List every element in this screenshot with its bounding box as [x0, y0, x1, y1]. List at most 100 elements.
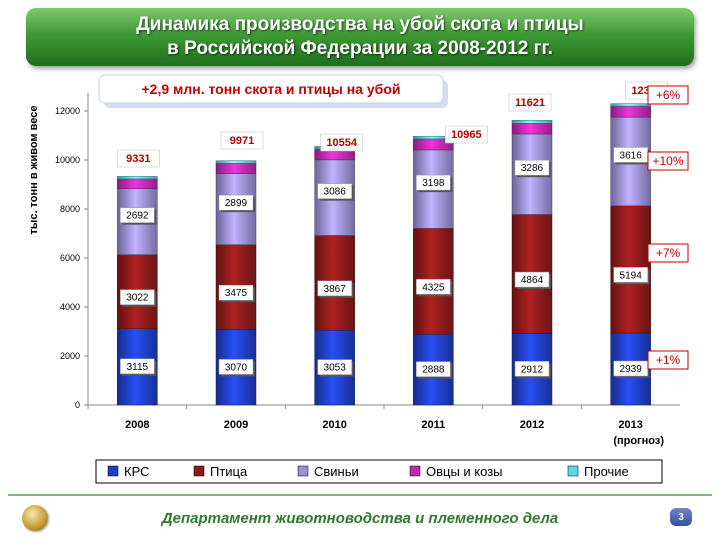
value-label-box: [514, 159, 550, 176]
value-label-box: [416, 361, 451, 377]
footer-divider: [8, 494, 712, 496]
bars: [117, 103, 651, 406]
total-label-box: [508, 93, 552, 112]
legend-swatch: [107, 465, 119, 477]
data-labels: 3115 3022 2692 9331 3070 3475 2899 9971 3053 3867…: [117, 81, 668, 379]
value-label: 2939: [620, 364, 643, 375]
bar-segment: [610, 103, 651, 107]
total-label-box: [220, 131, 264, 150]
value-label-box: [514, 271, 550, 288]
ministry-emblem-icon: [22, 505, 48, 531]
growth-cattle-label: +1%: [656, 353, 681, 367]
value-label: 4864: [521, 275, 544, 286]
value-label: 2912: [521, 364, 544, 375]
legend-label: КРС: [124, 464, 150, 479]
value-label-box: [218, 359, 254, 375]
headline-box: [98, 74, 444, 104]
bar-segment: [117, 178, 158, 189]
stacked-bar-chart: тыс. тонн в живом весе 0 2000 4000 6000 8000…: [28, 74, 689, 484]
value-label: 4325: [422, 282, 445, 293]
headline-text: +2,9 млн. тонн скота и птицы на убой: [142, 81, 401, 97]
growth-total-box: [647, 85, 689, 105]
x-tick-label: 2012: [520, 419, 544, 431]
total-label-box: [445, 125, 488, 144]
x-tick-label: 2010: [322, 419, 346, 431]
total-label: 10965: [451, 129, 482, 141]
y-tick-label: 8000: [60, 204, 80, 214]
y-tick-label: 10000: [55, 155, 80, 165]
x-tick-label: 2009: [224, 419, 248, 431]
y-tick-label: 0: [75, 400, 80, 410]
legend-label: Свиньи: [314, 464, 359, 479]
bar-segment: [215, 160, 257, 164]
y-tick-label: 6000: [60, 253, 80, 263]
bar-segment: [215, 163, 257, 174]
axes: 0 2000 4000 6000 8000 10000 12000 2008 2009 2010 2…: [55, 93, 680, 447]
value-label-box: [120, 207, 155, 223]
bar-segment: [511, 122, 553, 135]
value-label-box: [317, 183, 352, 199]
value-label: 2899: [225, 198, 248, 209]
legend-swatch: [297, 465, 309, 477]
x-tick-label: 2013: [618, 419, 642, 431]
value-label: 3867: [324, 284, 347, 295]
growth-pigs-box: [647, 151, 689, 171]
value-label-box: [317, 280, 352, 297]
value-label: 3286: [521, 163, 544, 174]
bar-segment: [511, 120, 553, 124]
value-label-box: [416, 174, 451, 191]
value-label-box: [317, 359, 352, 375]
value-label-box: [613, 267, 648, 283]
value-label: 3475: [225, 288, 248, 299]
y-tick-label: 2000: [60, 351, 80, 361]
x-tick-sublabel: (прогноз): [613, 435, 664, 447]
title-banner: Динамика производства на убой скота и пт…: [26, 8, 694, 66]
total-label: 9331: [126, 153, 150, 165]
total-label-box: [117, 149, 160, 168]
value-label: 3053: [324, 363, 347, 374]
value-label-box: [120, 289, 155, 305]
value-label: 3616: [620, 150, 643, 161]
bar-segment: [610, 105, 651, 118]
x-tick-label: 2008: [125, 419, 149, 431]
x-tick-label: 2011: [421, 419, 445, 431]
y-tick-label: 4000: [60, 302, 80, 312]
legend-label: Прочие: [584, 464, 629, 479]
growth-poultry-label: +7%: [656, 246, 681, 260]
legend-swatch: [193, 465, 205, 477]
title-line-1: Динамика производства на убой скота и пт…: [136, 14, 584, 35]
legend-swatch: [567, 465, 579, 477]
value-label: 3115: [127, 362, 149, 373]
value-label-box: [218, 284, 254, 301]
page-number[interactable]: 3: [670, 508, 692, 526]
total-label: 11621: [515, 97, 545, 109]
value-label: 2888: [422, 365, 445, 376]
value-label: 3022: [126, 293, 149, 304]
annotations: +2,9 млн. тонн скота и птицы на убой +6% +…: [98, 74, 689, 370]
legend: КРС Птица Свиньи Овцы и козы Прочие: [95, 459, 663, 484]
value-label-box: [416, 279, 451, 295]
legend-swatch: [409, 465, 421, 477]
growth-pigs-label: +10%: [652, 154, 683, 168]
value-label: 3086: [324, 187, 347, 198]
y-axis-label: тыс. тонн в живом весе: [28, 106, 40, 235]
value-label: 3070: [225, 362, 248, 373]
value-label-box: [120, 358, 155, 375]
value-label-box: [218, 194, 254, 211]
bar-segment: [117, 176, 158, 180]
total-label: 10554: [326, 137, 357, 149]
total-label: 9971: [230, 135, 254, 147]
value-label-box: [514, 361, 550, 377]
footer-department: Департамент животноводства и племенного …: [161, 510, 559, 527]
growth-total-label: +6%: [656, 88, 681, 102]
value-label: 5194: [620, 270, 643, 281]
growth-poultry-box: [647, 243, 689, 263]
value-label: 2692: [126, 211, 149, 222]
growth-cattle-box: [647, 350, 689, 370]
y-tick-label: 12000: [55, 106, 80, 116]
title-line-2: в Российской Федерации за 2008-2012 гг.: [167, 38, 553, 59]
total-label-box: [320, 133, 363, 152]
legend-label: Птица: [210, 464, 248, 479]
value-label: 3198: [422, 178, 445, 189]
legend-box: [95, 459, 663, 484]
